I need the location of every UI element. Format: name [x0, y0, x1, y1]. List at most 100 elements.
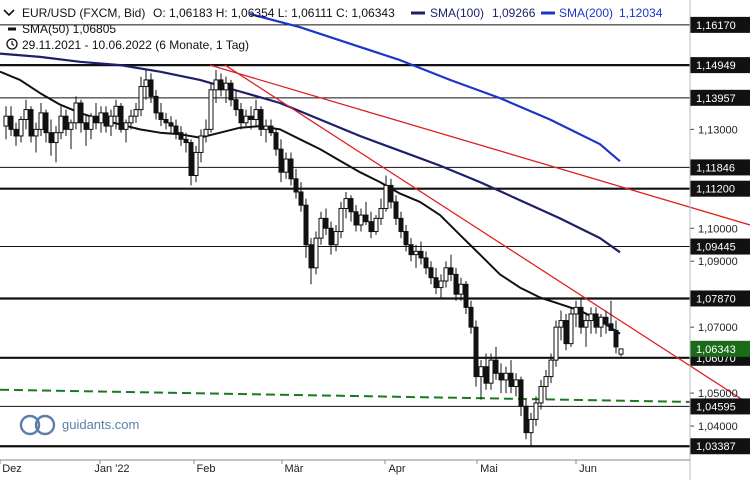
candle-body [528, 418, 534, 434]
x-tick-label: Mär [285, 463, 304, 475]
candle-body [433, 277, 439, 289]
collapse-icon[interactable] [3, 7, 15, 17]
candle-body [453, 273, 459, 295]
level-price-label: 1,14949 [696, 60, 736, 72]
trend-line [209, 64, 750, 226]
candle-body [618, 348, 624, 355]
candle-body [173, 125, 179, 134]
candle-body [543, 376, 549, 387]
candle-body [363, 214, 369, 223]
candle-body [333, 231, 339, 246]
chart-header: EUR/USD (FXCM, Bid) O: 1,06183 H: 1,0635… [3, 6, 663, 52]
candle-body [68, 122, 74, 130]
candle-body [38, 112, 44, 130]
candle-body [78, 102, 84, 124]
candle-body [248, 115, 254, 120]
price-axis: 1,13000 1,10000 1,09000 1,07000 1,05000 1,040… [689, 0, 750, 480]
candle-body [258, 109, 264, 130]
candle-body [308, 244, 314, 269]
candle-body [343, 198, 349, 209]
header-sma200-label: SMA(200) [559, 6, 613, 20]
candle-body [278, 148, 284, 173]
candle-body [448, 267, 454, 275]
candle-body [463, 283, 469, 308]
candle-body [553, 326, 559, 361]
candle-body [428, 267, 434, 279]
sma200-line [249, 12, 621, 163]
support-line-dashed [0, 388, 750, 404]
candle-body [48, 132, 54, 144]
candle-body [148, 79, 154, 97]
x-tick-label: Jan '22 [94, 463, 129, 475]
candle-body [43, 112, 49, 134]
y-tick-label: 1,13000 [698, 124, 738, 136]
header-date-range: 29.11.2021 - 10.06.2022 (6 Monate, 1 Tag… [22, 38, 249, 52]
candle-body [163, 118, 169, 124]
candle-body [568, 313, 574, 345]
level-price-box [690, 159, 750, 176]
candle-body [198, 135, 204, 153]
candle-body [318, 217, 324, 239]
candle-body [418, 250, 424, 259]
candle-body [293, 178, 299, 193]
candle-body [408, 244, 414, 256]
candle-body [213, 79, 219, 91]
candle-body [348, 198, 354, 213]
header-ohlc: O: 1,06183 H: 1,06354 L: 1,06111 C: 1,06… [153, 6, 395, 20]
time-axis: Dez Jan '22 Feb Mär Apr Mai Jun [0, 459, 690, 475]
candle-body [253, 109, 259, 120]
candle-body [608, 323, 614, 331]
candle-body [88, 115, 94, 130]
candle-body [188, 142, 194, 177]
candle-body [483, 366, 489, 384]
candle-body [458, 283, 464, 295]
trend-lines [0, 64, 750, 406]
watermark-text: guidants.com [62, 417, 139, 432]
candle-body [478, 366, 484, 378]
candle-body [518, 379, 524, 407]
y-tick-label: 1,04000 [698, 421, 738, 433]
candle-body [228, 82, 234, 101]
candle-body [108, 115, 114, 127]
candle-body [103, 112, 109, 127]
candle-body [393, 201, 399, 219]
candle-body [83, 122, 89, 130]
level-price-box [690, 438, 750, 455]
candle-body [208, 89, 214, 130]
current-price-label: 1,06343 [696, 344, 736, 356]
candle-body [598, 316, 604, 328]
candle-body [443, 267, 449, 282]
candle-body [423, 257, 429, 269]
candle-body [548, 359, 554, 378]
candle-body [313, 237, 319, 269]
x-tick-label: Mai [480, 463, 498, 475]
candle-body [588, 313, 594, 322]
candle-body [53, 132, 59, 144]
level-price-box [690, 398, 750, 415]
candle-body [503, 372, 509, 381]
y-tick-label: 1,07000 [698, 322, 738, 334]
horizontal-levels [0, 24, 690, 448]
candle-body [273, 132, 279, 150]
candle-body [153, 95, 159, 114]
candle-body [288, 158, 294, 180]
candle-body [128, 115, 134, 124]
level-price-label: 1,11846 [696, 162, 735, 174]
candle-body [268, 125, 274, 134]
header-sma50: SMA(50) 1,06805 [22, 22, 116, 36]
candle-body [558, 320, 564, 328]
level-price-label: 1,16170 [696, 20, 736, 32]
y-tick-label: 1,10000 [698, 223, 738, 235]
candle-body [593, 313, 599, 328]
candle-body [328, 227, 334, 246]
header-sma100-label: SMA(100) [430, 6, 484, 20]
candle-body [58, 115, 64, 134]
candle-body [603, 316, 609, 325]
candle-body [183, 138, 189, 144]
header-sma200-value: 1,12034 [619, 6, 663, 20]
candle-body [388, 184, 394, 203]
candle-body [323, 217, 329, 229]
level-price-box [690, 16, 750, 33]
level-price-box [690, 89, 750, 106]
